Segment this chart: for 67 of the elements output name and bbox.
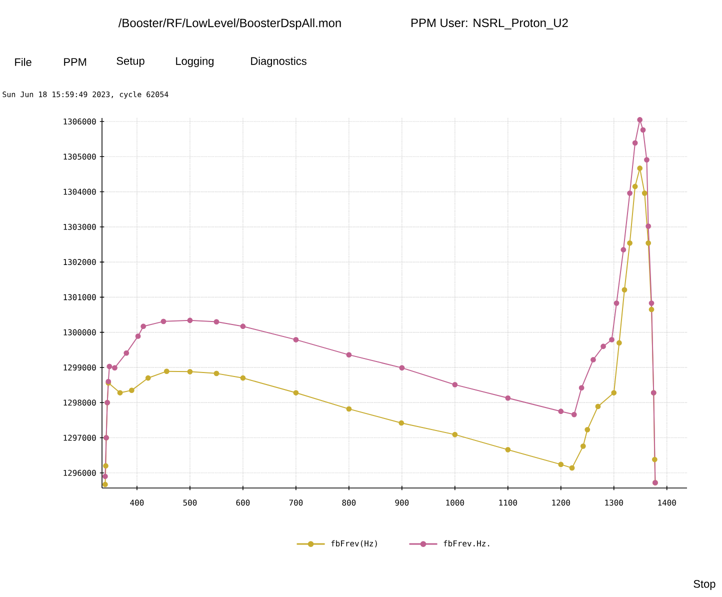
text: PPM User: NSRL_Proton_U2 — [412, 18, 568, 30]
point — [164, 368, 170, 374]
point — [569, 465, 575, 471]
point — [637, 166, 643, 171]
point — [648, 300, 654, 306]
point — [646, 224, 652, 229]
point — [160, 318, 166, 324]
text: Logging — [176, 56, 214, 68]
point — [140, 324, 146, 330]
point — [346, 406, 352, 412]
point — [145, 375, 151, 381]
point — [611, 390, 617, 396]
point — [646, 240, 652, 246]
point — [637, 117, 643, 122]
point — [578, 385, 584, 391]
text: Diagnostics — [251, 56, 306, 68]
text: Stop — [694, 580, 716, 590]
point — [293, 390, 299, 396]
chart-title: /Booster/RF/LowLevel/BoosterDspAll.mon — [118, 18, 341, 30]
point — [632, 140, 638, 146]
point — [102, 482, 108, 488]
point — [102, 474, 108, 480]
point — [452, 382, 458, 388]
point — [642, 190, 648, 196]
point — [558, 408, 564, 414]
point — [595, 404, 601, 410]
point — [580, 443, 586, 449]
point — [644, 157, 650, 162]
point — [214, 319, 220, 324]
point — [135, 333, 141, 339]
point — [648, 306, 654, 312]
text: PPM — [64, 58, 86, 66]
point — [627, 240, 632, 246]
point — [293, 337, 299, 342]
point — [124, 350, 130, 356]
point — [558, 462, 564, 468]
point — [590, 357, 596, 362]
point — [620, 247, 626, 252]
point — [627, 190, 632, 196]
point — [622, 287, 628, 293]
point — [652, 456, 658, 462]
point — [505, 395, 511, 401]
point — [571, 412, 577, 418]
point — [640, 127, 646, 133]
point — [616, 340, 622, 346]
point — [240, 375, 246, 381]
text: File — [15, 58, 32, 66]
point — [346, 352, 352, 358]
point — [398, 420, 404, 426]
point — [187, 368, 193, 374]
point — [614, 300, 620, 306]
point — [600, 344, 606, 350]
point — [112, 365, 118, 371]
point — [214, 370, 220, 376]
point — [128, 388, 134, 393]
point — [187, 318, 193, 324]
text: Setup — [116, 57, 144, 67]
point — [452, 432, 458, 438]
point — [117, 390, 123, 396]
point — [632, 184, 638, 190]
point — [609, 337, 614, 342]
point — [106, 364, 112, 370]
point — [584, 426, 590, 432]
point — [399, 365, 405, 371]
point — [103, 463, 108, 469]
point — [505, 446, 511, 452]
point — [240, 324, 246, 330]
